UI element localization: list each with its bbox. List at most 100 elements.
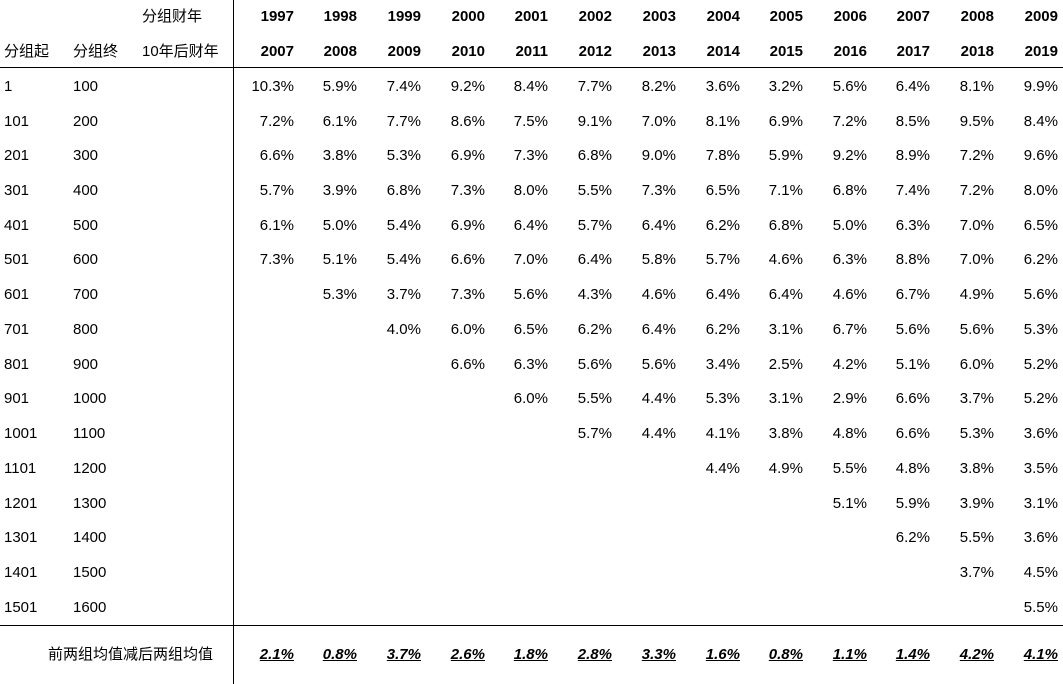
group-end-cell: 1600 [73,599,107,616]
return-cell: 4.6% [768,251,803,268]
return-cell: 7.1% [768,182,803,199]
year-after-header: 2018 [960,43,994,60]
return-cell: 5.9% [322,78,357,95]
return-cell: 6.0% [959,356,994,373]
return-cell: 4.9% [768,460,803,477]
group-end-cell: 400 [73,182,99,199]
return-cell: 6.5% [705,182,740,199]
return-cell: 5.3% [1023,321,1058,338]
return-cell: 7.0% [959,217,994,234]
return-cell: 7.2% [832,113,867,130]
return-cell: 8.9% [895,147,930,164]
group-start-cell: 201 [4,147,30,164]
return-cell: 5.9% [895,495,930,512]
group-start-cell: 1301 [4,529,38,546]
return-cell: 7.8% [705,147,740,164]
year-after-header: 2008 [323,43,357,60]
return-cell: 5.3% [386,147,421,164]
return-cell: 3.1% [1023,495,1058,512]
return-cell: 4.2% [832,356,867,373]
group-start-cell: 301 [4,182,30,199]
group-end-cell: 1400 [73,529,107,546]
return-cell: 3.7% [386,286,421,303]
return-cell: 5.3% [705,390,740,407]
return-cell: 6.6% [895,390,930,407]
return-cell: 6.9% [768,113,803,130]
return-cell: 5.0% [322,217,357,234]
return-cell: 8.0% [513,182,548,199]
header-divider [0,67,1063,68]
return-cell: 4.5% [1023,564,1058,581]
return-cell: 3.9% [959,495,994,512]
return-cell: 3.8% [322,147,357,164]
group-end-cell: 1300 [73,495,107,512]
group-start-cell: 1001 [4,425,38,442]
return-cell: 5.1% [322,251,357,268]
return-cell: 5.3% [959,425,994,442]
group-end-cell: 1500 [73,564,107,581]
return-cell: 10.3% [251,78,294,95]
fiscal-year-after-10-label: 10年后财年 [142,43,219,60]
return-cell: 5.7% [577,425,612,442]
return-cell: 4.4% [641,390,676,407]
return-cell: 7.3% [513,147,548,164]
year-after-header: 2011 [515,43,548,60]
return-cell: 5.5% [959,529,994,546]
return-cell: 6.4% [641,321,676,338]
year-after-header: 2016 [833,43,867,60]
return-cell: 6.4% [768,286,803,303]
spread-value-cell: 2.8% [577,646,612,663]
return-cell: 6.8% [577,147,612,164]
return-cell: 3.1% [768,390,803,407]
return-cell: 8.8% [895,251,930,268]
return-cell: 3.5% [1023,460,1058,477]
return-cell: 6.8% [386,182,421,199]
return-cell: 4.1% [705,425,740,442]
return-cell: 4.8% [832,425,867,442]
return-cell: 6.7% [832,321,867,338]
return-cell: 9.2% [832,147,867,164]
group-start-cell: 501 [4,251,30,268]
spread-value-cell: 1.8% [513,646,548,663]
return-cell: 7.0% [641,113,676,130]
group-end-cell: 200 [73,113,99,130]
spread-value-cell: 3.7% [386,646,421,663]
return-cell: 5.8% [641,251,676,268]
return-cell: 3.1% [768,321,803,338]
group-end-header: 分组终 [73,43,119,60]
group-start-cell: 1101 [4,460,37,477]
return-cell: 5.0% [832,217,867,234]
return-cell: 6.9% [450,147,485,164]
return-cell: 3.2% [768,78,803,95]
return-cell: 5.4% [386,217,421,234]
return-cell: 3.7% [959,390,994,407]
group-end-cell: 700 [73,286,99,303]
return-cell: 9.6% [1023,147,1058,164]
return-cell: 7.7% [577,78,612,95]
group-end-cell: 300 [73,147,99,164]
return-cell: 4.4% [705,460,740,477]
year-after-header: 2017 [896,43,930,60]
return-cell: 6.2% [895,529,930,546]
return-cell: 6.9% [450,217,485,234]
return-cell: 4.8% [895,460,930,477]
group-start-header: 分组起 [4,43,50,60]
return-cell: 6.6% [450,251,485,268]
return-cell: 7.0% [959,251,994,268]
spread-value-cell: 0.8% [322,646,357,663]
return-cell: 5.1% [895,356,930,373]
return-cell: 8.4% [1023,113,1058,130]
year-after-header: 2019 [1024,43,1058,60]
return-cell: 5.5% [577,390,612,407]
return-cell: 7.7% [386,113,421,130]
return-cell: 4.4% [641,425,676,442]
return-cell: 9.5% [959,113,994,130]
footer-label: 前两组均值减后两组均值 [48,646,214,663]
group-start-cell: 1 [4,78,13,95]
return-cell: 4.0% [386,321,421,338]
year-after-header: 2013 [642,43,676,60]
return-cell: 3.8% [768,425,803,442]
return-cell: 6.8% [832,182,867,199]
return-cell: 3.8% [959,460,994,477]
return-cell: 4.6% [832,286,867,303]
